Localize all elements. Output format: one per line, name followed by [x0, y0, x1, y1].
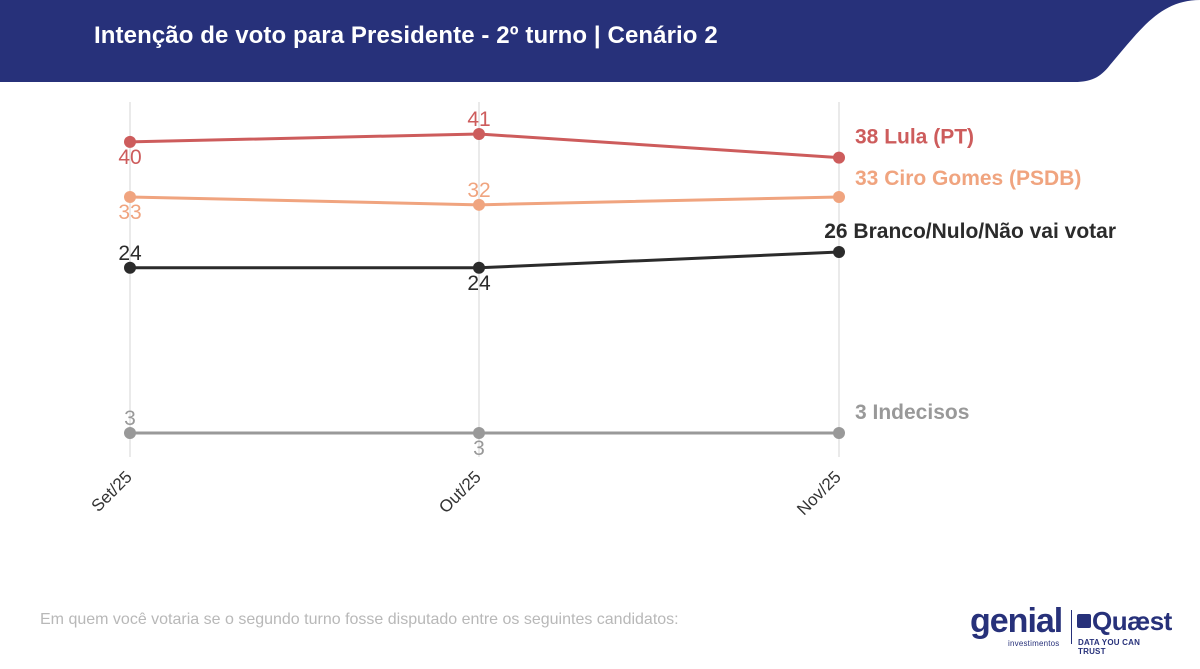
data-point-branco-nulo-n-o-vai-votar [124, 261, 136, 274]
data-label-lula-pt: 41 [467, 108, 490, 131]
end-label-lula-pt: 38 Lula (PT) [855, 126, 974, 149]
data-label-indecisos: 3 [124, 407, 136, 430]
data-point-ciro-gomes-psdb [833, 190, 845, 203]
data-point-ciro-gomes-psdb [124, 190, 136, 203]
data-point-branco-nulo-n-o-vai-votar [473, 261, 485, 274]
data-point-ciro-gomes-psdb [473, 198, 485, 211]
data-point-lula-pt [833, 151, 845, 164]
genial-logo: genial [970, 602, 1063, 640]
data-point-lula-pt [473, 128, 485, 140]
quaest-logo: Quæst [1092, 606, 1172, 636]
data-label-branco-nulo-n-o-vai-votar: 24 [467, 272, 491, 295]
quaest-logo-sub: DATA YOU CAN TRUST [1078, 638, 1141, 656]
end-label-indecisos: 3 Indecisos [855, 401, 969, 424]
x-tick-label: Out/25 [435, 467, 485, 517]
x-tick-label: Nov/25 [793, 467, 845, 519]
data-point-indecisos [124, 427, 136, 439]
end-label-ciro-gomes-psdb: 33 Ciro Gomes (PSDB) [855, 167, 1081, 190]
genial-logo-sub: investimentos [1008, 639, 1060, 648]
data-point-branco-nulo-n-o-vai-votar [833, 246, 845, 259]
quaest-mark-icon [1077, 614, 1091, 628]
data-point-indecisos [473, 427, 485, 439]
header-banner: Intenção de voto para Presidente - 2º tu… [0, 0, 1200, 82]
chart-title: Intenção de voto para Presidente - 2º tu… [94, 22, 718, 49]
header-background [0, 0, 1200, 82]
data-label-lula-pt: 40 [118, 146, 141, 169]
data-point-indecisos [833, 427, 845, 439]
logos: genial investimentos Quæst DATA YOU CAN … [968, 602, 1172, 656]
logo-divider [1071, 610, 1072, 644]
data-label-branco-nulo-n-o-vai-votar: 24 [118, 242, 142, 265]
data-label-ciro-gomes-psdb: 32 [467, 179, 490, 202]
data-point-lula-pt [124, 135, 136, 148]
footnote: Em quem você votaria se o segundo turno … [40, 611, 679, 628]
series-line-lula-pt [129, 132, 840, 160]
data-label-indecisos: 3 [473, 437, 485, 460]
x-tick-label: Set/25 [88, 467, 136, 515]
end-label-branco-nulo-n-o-vai-votar: 26 Branco/Nulo/Não vai votar [824, 220, 1116, 243]
data-label-ciro-gomes-psdb: 33 [118, 201, 141, 224]
